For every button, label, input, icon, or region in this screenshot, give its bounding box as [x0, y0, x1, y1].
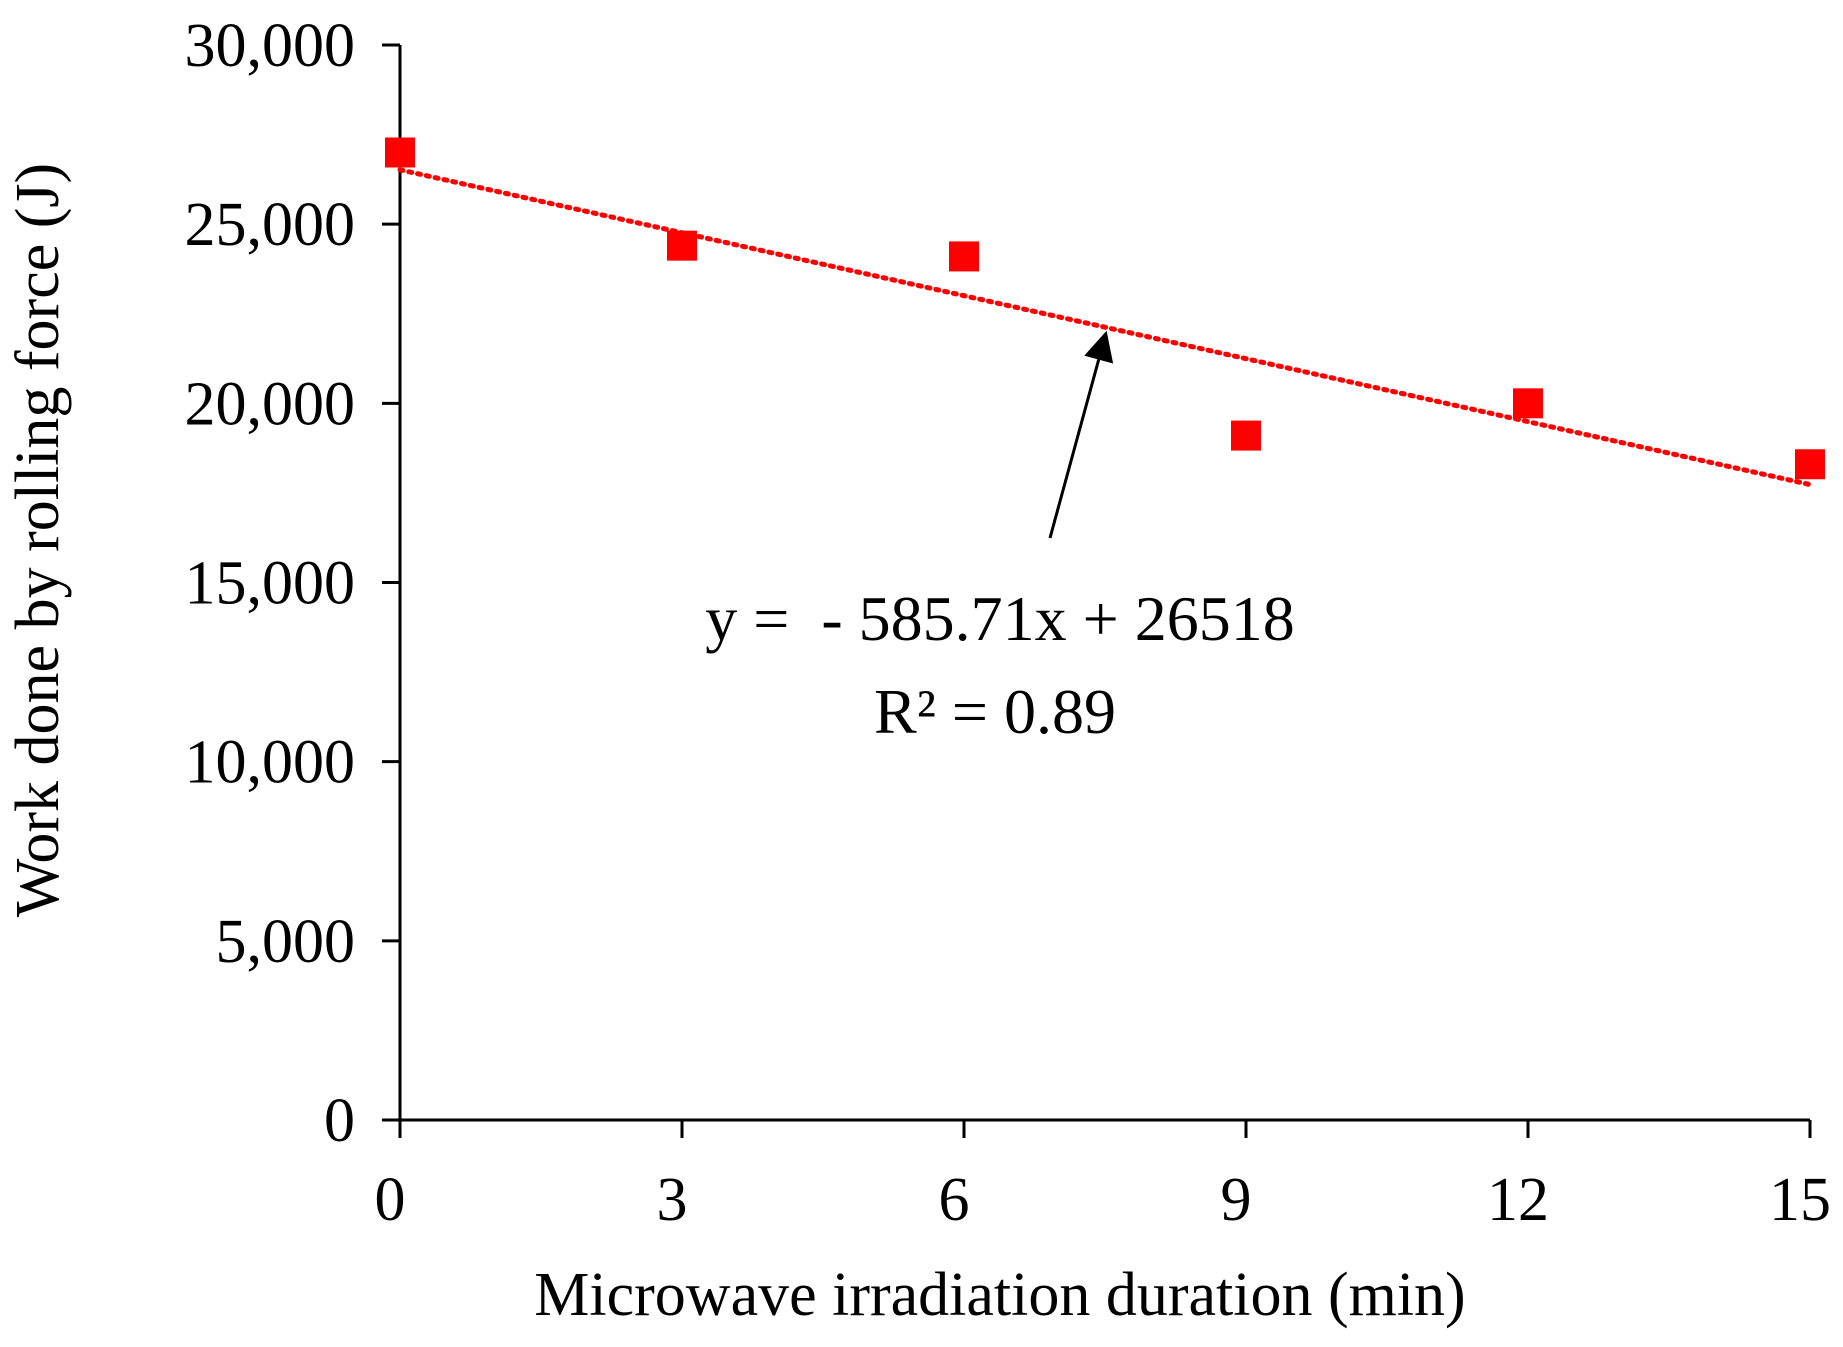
- data-point: [667, 230, 697, 261]
- y-tick-label: 10,000: [185, 729, 356, 797]
- y-tick-label: 0: [324, 1087, 355, 1155]
- x-tick-label: 3: [657, 1166, 688, 1234]
- x-tick-label: 6: [939, 1166, 970, 1234]
- r-squared-label: R² = 0.89: [874, 676, 1116, 747]
- y-tick-label: 5,000: [216, 908, 356, 976]
- trendline-layer: [397, 167, 1813, 488]
- y-tick-label: 25,000: [185, 191, 356, 259]
- y-axis-title: Work done by rolling force (J): [4, 163, 72, 917]
- x-axis-title: Microwave irradiation duration (min): [534, 1261, 1465, 1329]
- data-point: [1513, 388, 1543, 419]
- y-axis: 0 5,000 10,000 15,000 20,000 25,000 30,000: [185, 12, 402, 1155]
- x-tick-label: 12: [1487, 1166, 1549, 1234]
- trendline: [397, 167, 1813, 488]
- y-tick-label: 30,000: [185, 12, 356, 80]
- x-tick-label: 0: [375, 1166, 406, 1234]
- data-point: [949, 241, 979, 272]
- x-axis: 0 3 6 9 12 15: [375, 1118, 1831, 1234]
- data-point: [1795, 449, 1825, 480]
- trendline-equation: y = - 585.71x + 26518: [705, 583, 1295, 654]
- annotation-arrow: [1048, 330, 1114, 539]
- y-tick-label: 15,000: [185, 550, 356, 618]
- x-tick-label: 9: [1221, 1166, 1252, 1234]
- x-tick-label: 15: [1769, 1166, 1831, 1234]
- data-point: [385, 137, 415, 168]
- data-point: [1231, 420, 1261, 451]
- y-tick-label: 20,000: [185, 370, 356, 438]
- data-points-layer: [385, 137, 1825, 480]
